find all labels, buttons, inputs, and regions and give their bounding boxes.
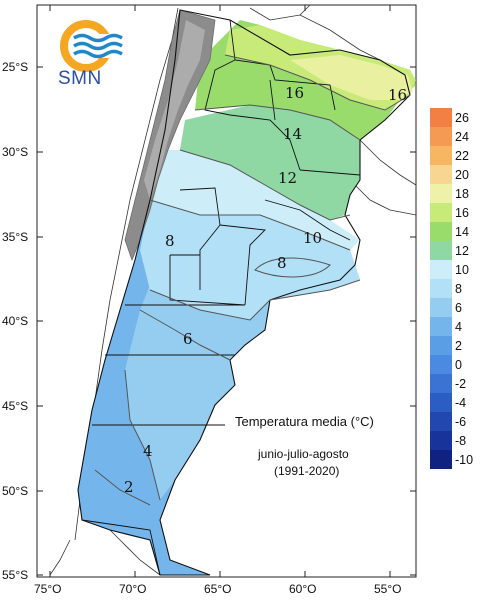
map-caption: Temperatura media (°C) junio-julio-agost… xyxy=(235,414,374,478)
contour-label-6: 6 xyxy=(183,330,193,348)
lat-label-35: 35°S xyxy=(2,230,28,244)
longitude-labels: 75°O 70°O 65°O 60°O 55°O xyxy=(34,582,401,596)
legend-swatch xyxy=(430,260,452,279)
lat-label-45: 45°S xyxy=(2,399,28,413)
lat-label-25: 25°S xyxy=(2,60,28,74)
contour-label-10: 10 xyxy=(303,229,322,247)
legend-swatch xyxy=(430,355,452,374)
lat-label-50: 50°S xyxy=(2,484,28,498)
contour-labels: 16 16 14 12 10 8 8 6 4 2 xyxy=(124,84,407,496)
lon-label-65: 65°O xyxy=(204,582,231,596)
legend-label: -4 xyxy=(455,396,466,410)
legend-swatch xyxy=(430,279,452,298)
legend-label: 10 xyxy=(455,263,469,277)
contour-lines xyxy=(94,54,411,506)
contour-label-16b: 16 xyxy=(388,86,407,104)
lat-label-40: 40°S xyxy=(2,314,28,328)
legend-label: -2 xyxy=(455,377,466,391)
lat-label-55: 55°S xyxy=(2,568,28,582)
contour-label-8b: 8 xyxy=(277,254,287,272)
contour-label-16a: 16 xyxy=(285,84,304,102)
legend-swatch xyxy=(430,450,452,469)
legend-swatch xyxy=(430,374,452,393)
legend-swatch xyxy=(430,298,452,317)
legend-label: 6 xyxy=(455,301,462,315)
legend-swatch xyxy=(430,317,452,336)
legend-swatch xyxy=(430,184,452,203)
smn-logo xyxy=(60,20,130,72)
legend-label: 4 xyxy=(455,320,462,334)
caption-years: (1991-2020) xyxy=(274,464,339,478)
legend-label: -10 xyxy=(455,453,473,467)
legend-swatch xyxy=(430,431,452,450)
legend-label: 8 xyxy=(455,282,462,296)
axis-tick-marks xyxy=(37,5,416,577)
legend-label: 24 xyxy=(455,130,469,144)
legend-label: 14 xyxy=(455,225,469,239)
legend-label: -6 xyxy=(455,415,466,429)
legend-label: 20 xyxy=(455,168,469,182)
contour-label-4: 4 xyxy=(143,442,153,460)
legend-swatch xyxy=(430,393,452,412)
caption-title: Temperatura media (°C) xyxy=(235,414,374,429)
lon-label-75: 75°O xyxy=(34,582,61,596)
province-borders xyxy=(81,19,361,576)
legend-swatch xyxy=(430,336,452,355)
contour-label-8a: 8 xyxy=(165,232,175,250)
legend-swatch xyxy=(430,241,452,260)
legend-swatch xyxy=(430,203,452,222)
lat-label-30: 30°S xyxy=(2,145,28,159)
legend-swatch xyxy=(430,165,452,184)
lon-label-60: 60°O xyxy=(289,582,316,596)
legend-swatch xyxy=(430,222,452,241)
legend-label: 0 xyxy=(455,358,462,372)
legend-label: 16 xyxy=(455,206,469,220)
legend-label: 22 xyxy=(455,149,469,163)
legend-label: 26 xyxy=(455,111,469,125)
contour-label-14: 14 xyxy=(283,125,302,143)
legend-swatch xyxy=(430,127,452,146)
legend-label: -8 xyxy=(455,434,466,448)
legend-label: 2 xyxy=(455,339,462,353)
lon-label-55: 55°O xyxy=(374,582,401,596)
legend-swatch xyxy=(430,108,452,127)
lon-label-70: 70°O xyxy=(119,582,146,596)
legend-label: 12 xyxy=(455,244,469,258)
smn-logo-text: SMN xyxy=(58,68,102,89)
legend-swatch xyxy=(430,412,452,431)
legend-swatch xyxy=(430,146,452,165)
legend-label: 18 xyxy=(455,187,469,201)
argentina-outline xyxy=(77,9,411,576)
contour-label-2: 2 xyxy=(124,478,134,496)
latitude-labels: 25°S 30°S 35°S 40°S 45°S 50°S 55°S xyxy=(2,60,28,582)
caption-period: junio-julio-agosto xyxy=(257,447,349,461)
contour-label-12: 12 xyxy=(278,169,297,187)
